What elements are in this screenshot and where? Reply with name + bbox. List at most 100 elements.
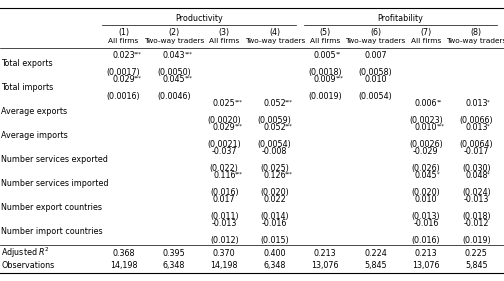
Text: ***: *** xyxy=(235,171,243,176)
Text: Two-way traders: Two-way traders xyxy=(144,38,204,44)
Text: (0.0016): (0.0016) xyxy=(107,92,140,101)
Text: (0.0066): (0.0066) xyxy=(460,116,493,125)
Text: 0.052: 0.052 xyxy=(263,99,286,108)
Text: ***: *** xyxy=(235,99,243,105)
Text: Adjusted $R^2$: Adjusted $R^2$ xyxy=(1,246,50,260)
Text: Two-way traders: Two-way traders xyxy=(244,38,305,44)
Text: Two-way traders: Two-way traders xyxy=(446,38,504,44)
Text: 0.029: 0.029 xyxy=(213,123,236,132)
Text: ***: *** xyxy=(235,124,243,129)
Text: *: * xyxy=(436,171,439,176)
Text: (2): (2) xyxy=(168,28,179,37)
Text: (0.016): (0.016) xyxy=(210,188,238,197)
Text: (8): (8) xyxy=(471,28,482,37)
Text: All firms: All firms xyxy=(310,38,340,44)
Text: Number import countries: Number import countries xyxy=(1,226,103,235)
Text: 0.023: 0.023 xyxy=(112,51,135,60)
Text: ***: *** xyxy=(134,76,142,81)
Text: 0.007: 0.007 xyxy=(364,51,387,60)
Text: Two-way traders: Two-way traders xyxy=(345,38,406,44)
Text: (0.0020): (0.0020) xyxy=(208,116,241,125)
Text: (0.0046): (0.0046) xyxy=(157,92,191,101)
Text: 0.213: 0.213 xyxy=(314,248,336,257)
Text: 0.017: 0.017 xyxy=(213,195,235,204)
Text: -0.037: -0.037 xyxy=(212,147,237,156)
Text: **: ** xyxy=(436,99,442,105)
Text: Profitability: Profitability xyxy=(377,14,424,23)
Text: (7): (7) xyxy=(420,28,431,37)
Text: ***: *** xyxy=(285,124,293,129)
Text: 0.005: 0.005 xyxy=(314,51,336,60)
Text: 0.006: 0.006 xyxy=(415,99,437,108)
Text: -0.016: -0.016 xyxy=(262,219,287,228)
Text: 0.368: 0.368 xyxy=(112,248,135,257)
Text: (0.016): (0.016) xyxy=(412,236,440,245)
Text: (0.015): (0.015) xyxy=(260,236,289,245)
Text: Observations: Observations xyxy=(1,261,54,270)
Text: ***: *** xyxy=(184,52,193,56)
Text: (0.011): (0.011) xyxy=(210,212,238,221)
Text: 0.116: 0.116 xyxy=(213,171,235,180)
Text: (0.0064): (0.0064) xyxy=(460,140,493,149)
Text: -0.008: -0.008 xyxy=(262,147,287,156)
Text: (6): (6) xyxy=(370,28,381,37)
Text: 0.009: 0.009 xyxy=(314,75,336,84)
Text: (0.020): (0.020) xyxy=(260,188,289,197)
Text: 0.022: 0.022 xyxy=(263,195,286,204)
Text: (0.0054): (0.0054) xyxy=(258,140,291,149)
Text: (0.0018): (0.0018) xyxy=(308,68,342,77)
Text: 0.010: 0.010 xyxy=(415,123,437,132)
Text: 14,198: 14,198 xyxy=(110,261,137,270)
Text: 0.025: 0.025 xyxy=(213,99,236,108)
Text: 0.224: 0.224 xyxy=(364,248,387,257)
Text: (0.0017): (0.0017) xyxy=(107,68,140,77)
Text: *: * xyxy=(487,171,489,176)
Text: ***: *** xyxy=(336,76,344,81)
Text: (0.0050): (0.0050) xyxy=(157,68,191,77)
Text: 5,845: 5,845 xyxy=(364,261,387,270)
Text: (0.019): (0.019) xyxy=(462,236,491,245)
Text: Total exports: Total exports xyxy=(1,59,52,68)
Text: 6,348: 6,348 xyxy=(163,261,185,270)
Text: 0.045: 0.045 xyxy=(163,75,185,84)
Text: 0.043: 0.043 xyxy=(163,51,185,60)
Text: ***: *** xyxy=(436,124,445,129)
Text: (3): (3) xyxy=(219,28,230,37)
Text: *: * xyxy=(487,99,489,105)
Text: -0.013: -0.013 xyxy=(464,195,489,204)
Text: (0.0026): (0.0026) xyxy=(409,140,443,149)
Text: *: * xyxy=(487,124,489,129)
Text: (0.025): (0.025) xyxy=(260,164,289,173)
Text: 0.052: 0.052 xyxy=(263,123,286,132)
Text: 6,348: 6,348 xyxy=(264,261,286,270)
Text: (5): (5) xyxy=(320,28,331,37)
Text: ***: *** xyxy=(285,171,293,176)
Text: 0.400: 0.400 xyxy=(264,248,286,257)
Text: 0.013: 0.013 xyxy=(465,99,487,108)
Text: 0.225: 0.225 xyxy=(465,248,488,257)
Text: 0.370: 0.370 xyxy=(213,248,235,257)
Text: Productivity: Productivity xyxy=(175,14,223,23)
Text: 5,845: 5,845 xyxy=(465,261,487,270)
Text: 0.048: 0.048 xyxy=(465,171,487,180)
Text: -0.017: -0.017 xyxy=(464,147,489,156)
Text: ***: *** xyxy=(134,52,142,56)
Text: ***: *** xyxy=(285,99,293,105)
Text: (0.018): (0.018) xyxy=(462,212,490,221)
Text: 0.126: 0.126 xyxy=(264,171,286,180)
Text: (0.0023): (0.0023) xyxy=(409,116,443,125)
Text: (0.0054): (0.0054) xyxy=(359,92,392,101)
Text: -0.029: -0.029 xyxy=(413,147,438,156)
Text: Total imports: Total imports xyxy=(1,83,53,92)
Text: All firms: All firms xyxy=(209,38,239,44)
Text: (0.024): (0.024) xyxy=(462,188,491,197)
Text: Number export countries: Number export countries xyxy=(1,203,102,212)
Text: (0.022): (0.022) xyxy=(210,164,239,173)
Text: 0.013: 0.013 xyxy=(465,123,487,132)
Text: (0.0059): (0.0059) xyxy=(258,116,292,125)
Text: (0.0058): (0.0058) xyxy=(359,68,392,77)
Text: 0.213: 0.213 xyxy=(415,248,437,257)
Text: (4): (4) xyxy=(269,28,280,37)
Text: Number services imported: Number services imported xyxy=(1,178,108,188)
Text: 0.395: 0.395 xyxy=(162,248,185,257)
